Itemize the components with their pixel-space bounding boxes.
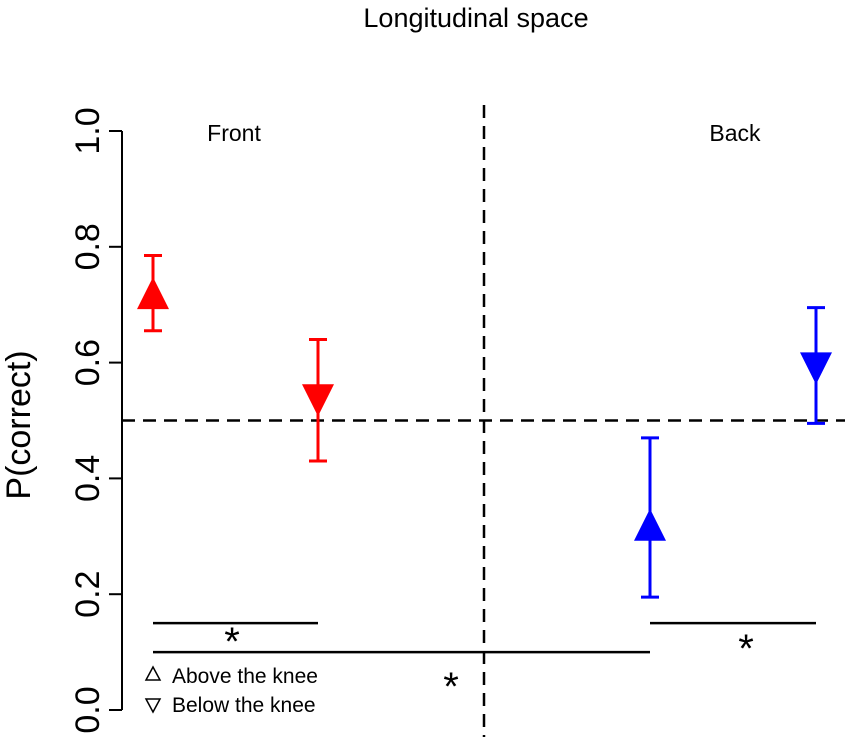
y-axis-label: P(correct) xyxy=(0,350,38,499)
chart-title: Longitudinal space xyxy=(363,3,588,33)
y-tick-label: 0.8 xyxy=(69,223,107,270)
point-front-above xyxy=(137,253,169,333)
point-back-below xyxy=(800,306,832,425)
legend: Above the knee Below the knee xyxy=(144,665,318,717)
point-back-above xyxy=(634,436,666,599)
y-axis: 0.0 0.2 0.4 0.6 0.8 1.0 xyxy=(69,107,123,734)
legend-marker-triangle-down xyxy=(144,698,162,714)
legend-marker-triangle-up xyxy=(144,665,162,681)
y-tick-label: 0.6 xyxy=(69,339,107,386)
panel-label-back: Back xyxy=(709,120,761,146)
data-marks xyxy=(137,253,832,599)
marker-triangle-up xyxy=(634,508,666,541)
legend-entry-above-knee: Above the knee xyxy=(144,665,318,688)
panel-label-front: Front xyxy=(207,120,261,146)
significance-brackets: * * * xyxy=(153,620,816,709)
legend-label-above-knee: Above the knee xyxy=(172,665,318,688)
legend-entry-below-knee: Below the knee xyxy=(144,694,316,717)
significance-star: * xyxy=(224,620,240,664)
y-tick-label: 1.0 xyxy=(69,107,107,154)
marker-triangle-down xyxy=(800,352,832,385)
reference-lines xyxy=(122,105,845,737)
marker-triangle-down xyxy=(302,384,334,417)
marker-triangle-up xyxy=(137,277,169,310)
significance-star: * xyxy=(738,627,754,671)
y-tick-label: 0.2 xyxy=(69,571,107,618)
y-tick-label: 0.4 xyxy=(69,455,107,502)
significance-star: * xyxy=(443,665,459,709)
legend-label-below-knee: Below the knee xyxy=(172,694,316,717)
y-tick-label: 0.0 xyxy=(69,686,107,733)
point-front-below xyxy=(302,337,334,463)
